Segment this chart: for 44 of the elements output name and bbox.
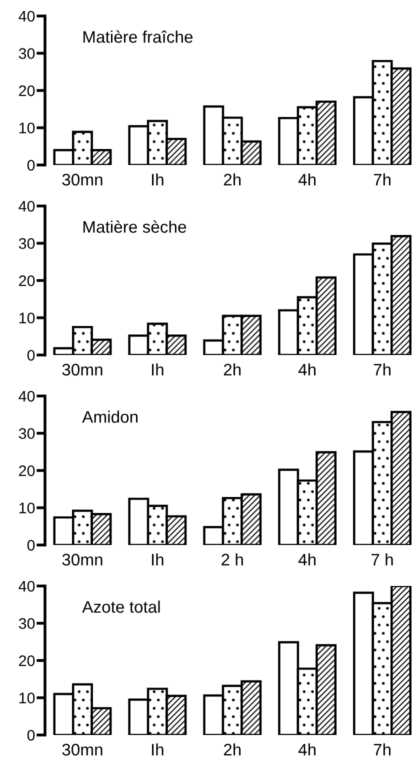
x-tick-label: 2h: [224, 743, 241, 756]
text: Amidon: [82, 410, 138, 423]
x-tick-label: 7h: [374, 363, 390, 376]
y-tick-label: 10: [19, 692, 35, 704]
x-tick-label: 4h: [298, 743, 316, 756]
x-tick-label: 30mn: [62, 744, 102, 756]
x-tick-label: 30mn: [62, 554, 102, 566]
text: Matière fraîche: [83, 30, 193, 43]
x-tick-label: 2h: [224, 173, 241, 186]
x-tick-label: 4h: [298, 553, 316, 566]
y-tick-label: 0: [27, 730, 35, 741]
text: Matière sèche: [83, 220, 186, 233]
y-tick-label: 10: [19, 312, 35, 324]
y-tick-label: 0: [27, 160, 35, 171]
y-tick-label: 40: [18, 390, 35, 402]
x-tick-label: 30mn: [62, 174, 102, 186]
y-tick-label: 20: [19, 275, 35, 286]
y-tick-label: 30: [18, 48, 35, 59]
y-tick-label: 20: [19, 655, 35, 666]
x-tick-label: Ih: [152, 173, 164, 186]
y-tick-label: 20: [19, 85, 35, 96]
x-tick-label: Ih: [152, 553, 164, 566]
x-tick-label: 30mn: [62, 364, 102, 376]
text: Azote total: [82, 600, 160, 613]
y-tick-label: 0: [27, 540, 35, 551]
x-tick-label: 7h: [374, 173, 390, 186]
x-tick-label: 7 h: [372, 553, 393, 566]
y-tick-label: 10: [19, 122, 35, 134]
x-tick-label: 7h: [374, 743, 390, 756]
y-tick-label: 30: [18, 428, 35, 439]
x-tick-label: 2 h: [222, 553, 243, 566]
y-tick-label: 30: [18, 238, 35, 249]
y-tick-label: 10: [19, 502, 35, 514]
x-tick-label: 4h: [298, 363, 316, 376]
x-tick-label: 4h: [298, 173, 316, 186]
y-tick-label: 40: [18, 580, 35, 592]
y-tick-label: 30: [18, 618, 35, 629]
y-tick-label: 0: [27, 350, 35, 361]
x-tick-label: 2h: [224, 363, 241, 376]
y-tick-label: 40: [18, 200, 35, 212]
y-tick-label: 40: [18, 10, 35, 22]
x-tick-label: Ih: [152, 743, 164, 756]
y-tick-label: 20: [19, 465, 35, 476]
x-tick-label: Ih: [152, 363, 164, 376]
